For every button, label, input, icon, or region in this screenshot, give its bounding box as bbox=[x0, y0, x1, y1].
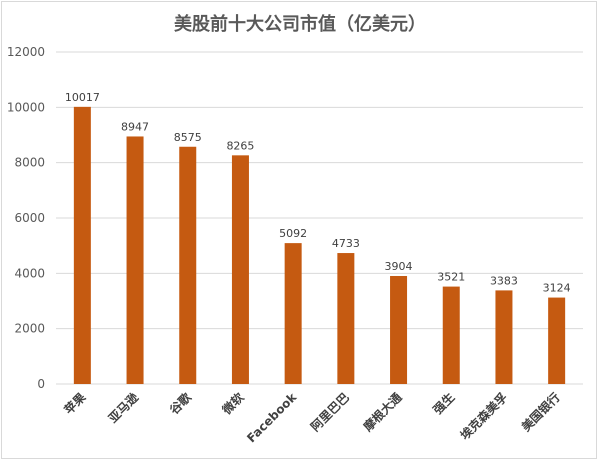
bar bbox=[284, 243, 302, 384]
data-label: 8947 bbox=[121, 120, 149, 133]
category-label: 埃克森美孚 bbox=[457, 390, 510, 443]
data-label: 8265 bbox=[226, 139, 254, 152]
data-label: 3124 bbox=[543, 282, 571, 295]
category-label: 苹果 bbox=[61, 390, 89, 418]
bar bbox=[548, 297, 566, 384]
bar bbox=[231, 155, 249, 384]
y-tick-label: 10000 bbox=[7, 100, 45, 114]
bar bbox=[495, 290, 513, 384]
bar bbox=[73, 106, 91, 384]
bar bbox=[337, 253, 355, 384]
y-tick-label: 12000 bbox=[7, 45, 45, 59]
category-label: 谷歌 bbox=[166, 389, 194, 417]
y-tick-label: 8000 bbox=[14, 156, 45, 170]
y-tick-label: 4000 bbox=[14, 266, 45, 280]
bars bbox=[73, 106, 566, 384]
data-labels: 10017 8947 8575 8265 5092 4733 3904 3521 3383 312… bbox=[65, 91, 571, 295]
category-label: 摩根大通 bbox=[360, 390, 405, 435]
data-label: 3904 bbox=[385, 260, 413, 273]
y-tick-label: 6000 bbox=[14, 211, 45, 225]
y-tick-label: 0 bbox=[37, 377, 45, 391]
data-label: 8575 bbox=[174, 131, 202, 144]
category-label: 阿里巴巴 bbox=[307, 390, 352, 435]
data-label: 10017 bbox=[65, 91, 100, 104]
bar bbox=[179, 146, 197, 384]
y-tick-label: 2000 bbox=[14, 322, 45, 336]
category-label: 强生 bbox=[430, 390, 458, 418]
category-label: 微软 bbox=[218, 390, 246, 418]
gridlines bbox=[56, 51, 583, 385]
category-label: 亚马逊 bbox=[105, 390, 141, 426]
y-axis-tick-labels: 0 2000 4000 6000 8000 10000 12000 bbox=[7, 45, 45, 391]
bar bbox=[126, 136, 144, 384]
data-label: 3521 bbox=[437, 271, 465, 284]
chart-title: 美股前十大公司市值（亿美元） bbox=[174, 14, 426, 35]
category-label: 美国银行 bbox=[518, 390, 563, 435]
data-label: 3383 bbox=[490, 274, 518, 287]
category-label: Facebook bbox=[244, 390, 300, 446]
data-label: 5092 bbox=[279, 227, 307, 240]
bar bbox=[442, 286, 460, 384]
bar bbox=[390, 275, 408, 384]
data-label: 4733 bbox=[332, 237, 360, 250]
